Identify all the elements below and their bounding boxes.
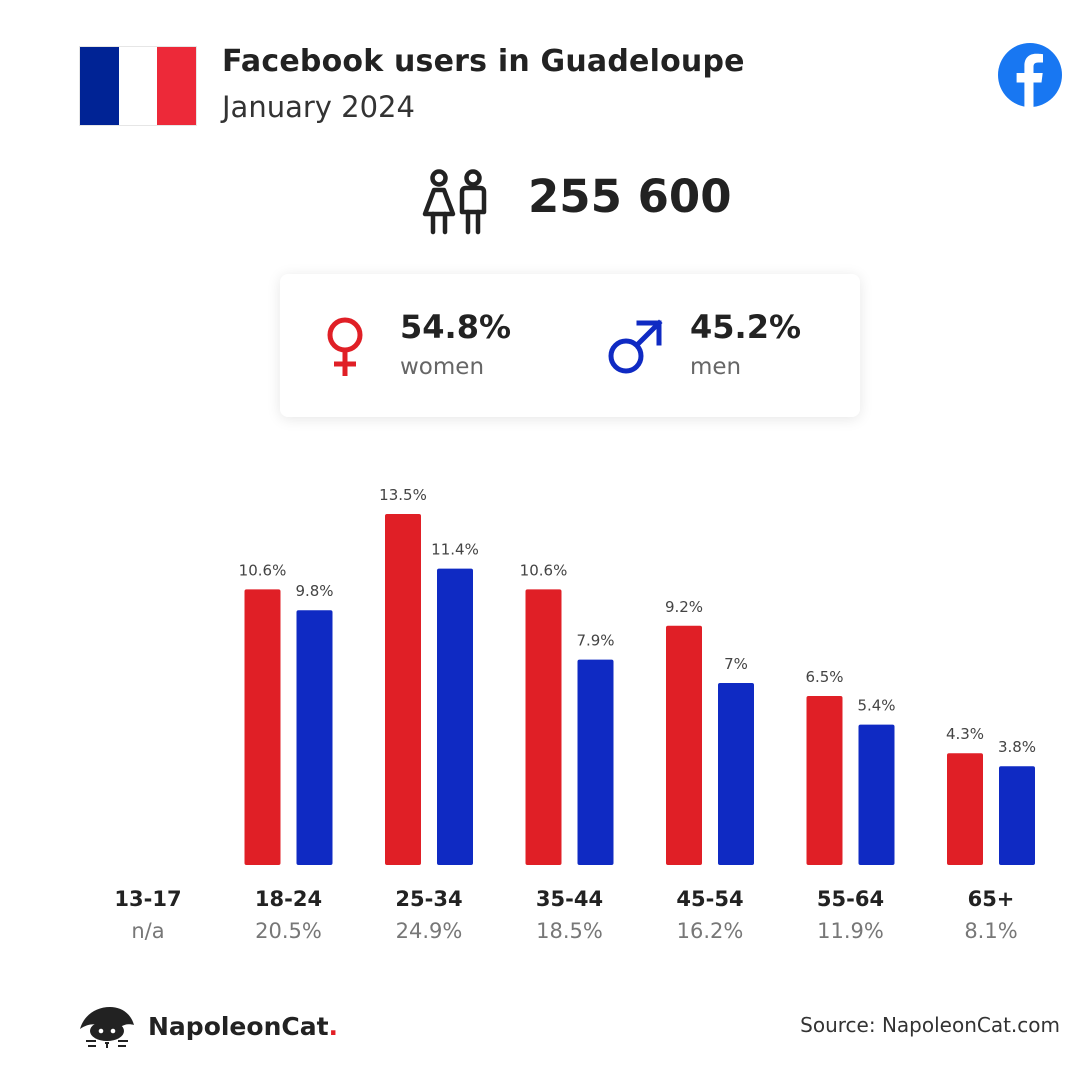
bar-women — [525, 589, 562, 865]
bar-value-label: 5.4% — [857, 697, 895, 715]
bar-women — [244, 589, 281, 865]
age-group-label: 45-54 — [676, 887, 743, 911]
flag-stripe-red — [157, 47, 197, 125]
page-subtitle: January 2024 — [222, 90, 415, 124]
bar-value-label: 7.9% — [576, 632, 614, 650]
bar-value-label: 10.6% — [239, 561, 287, 579]
bar-men — [999, 766, 1035, 865]
bar-value-label: 4.3% — [946, 725, 984, 743]
bar-men — [718, 683, 754, 865]
bar-value-label: 13.5% — [379, 486, 427, 504]
napoleoncat-logo-icon — [80, 1007, 134, 1048]
age-group-total: 20.5% — [255, 919, 322, 943]
source-credit: Source: NapoleonCat.com — [800, 1013, 1060, 1037]
flag-stripe-white — [118, 47, 158, 125]
bar-women — [666, 625, 702, 865]
age-group-total: 8.1% — [964, 919, 1017, 943]
flag-stripe-blue — [80, 47, 119, 125]
age-group-label: 55-64 — [817, 887, 884, 911]
men-label: men — [690, 354, 742, 380]
brand-logo: NapoleonCat. — [78, 1000, 338, 1052]
female-symbol-icon — [327, 317, 363, 376]
bar-men — [437, 568, 473, 865]
age-group-total: 11.9% — [817, 919, 884, 943]
country-flag — [80, 47, 197, 125]
age-group-label: 13-17 — [114, 887, 181, 911]
bar-value-label: 9.2% — [665, 598, 703, 616]
bar-value-label: 3.8% — [998, 738, 1036, 756]
age-group-label: 65+ — [968, 887, 1015, 911]
age-group-label: 35-44 — [536, 887, 603, 911]
total-users: 255 600 — [528, 170, 732, 223]
age-group-total: n/a — [131, 919, 164, 943]
age-group-total: 18.5% — [536, 919, 603, 943]
bar-value-label: 9.8% — [295, 582, 333, 600]
men-percent: 45.2% — [690, 308, 802, 346]
gender-split-card: 54.8% women 45.2% men — [280, 274, 860, 417]
women-percent: 54.8% — [400, 308, 512, 346]
facebook-logo-icon — [998, 43, 1062, 108]
bar-value-label: 7% — [724, 655, 748, 673]
age-gender-bar-chart: 13-17 n/a 18-24 20.5% 10.6% 9.8% 25-34 24.9% 13.… — [114, 486, 1036, 943]
bar-value-label: 6.5% — [805, 668, 843, 686]
bar-value-label: 11.4% — [431, 541, 479, 559]
age-group-total: 16.2% — [677, 919, 744, 943]
bar-women — [385, 514, 421, 865]
brand-name: NapoleonCat. — [148, 1011, 339, 1041]
bar-women — [947, 753, 983, 865]
age-group-label: 25-34 — [395, 887, 462, 911]
bar-women — [806, 696, 843, 865]
age-group-label: 18-24 — [255, 887, 322, 911]
bar-men — [577, 659, 614, 865]
male-symbol-icon — [608, 319, 663, 374]
bar-value-label: 10.6% — [520, 561, 568, 579]
bar-men — [296, 610, 333, 865]
women-label: women — [400, 354, 485, 380]
people-icon — [422, 169, 487, 235]
bar-men — [858, 724, 895, 865]
age-group-total: 24.9% — [396, 919, 463, 943]
page-title: Facebook users in Guadeloupe — [222, 44, 745, 79]
